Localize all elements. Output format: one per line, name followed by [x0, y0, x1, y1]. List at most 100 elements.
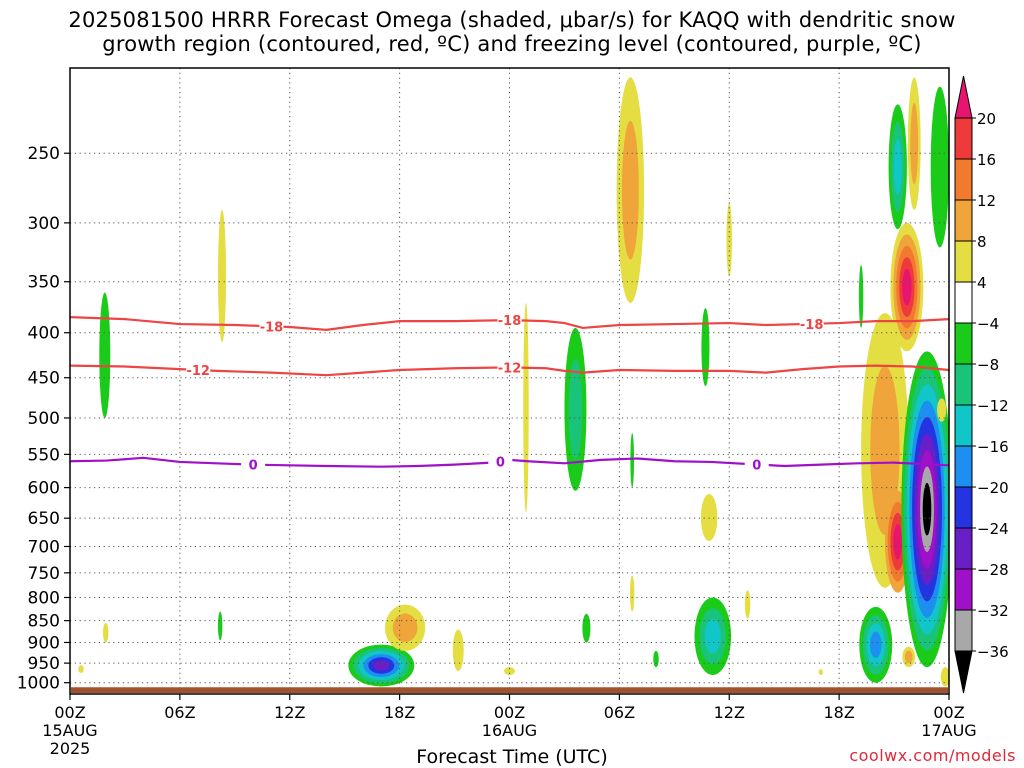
x-year-label: 2025 [50, 739, 91, 758]
colorbar-bin-4 [954, 240, 973, 283]
omega-cell-2-level-0 [217, 209, 227, 343]
colorbar-bin-5 [954, 281, 973, 324]
contour-label: 0 [752, 458, 761, 473]
omega-cell-24-level-1 [870, 365, 900, 535]
contour-labels: -18 -18 -18 -12 -12 0 0 0 [186, 312, 824, 474]
colorbar-label: −20 [977, 479, 1009, 497]
colorbar-label: −4 [977, 315, 999, 333]
x-tick-label: 00Z [494, 703, 525, 722]
chart-title-line-1: 2025081500 HRRR Forecast Omega (shaded, … [68, 8, 956, 32]
omega-cell-23-level-3 [870, 631, 882, 658]
contour-label-bg [488, 453, 513, 469]
omega-cell-3-level-0 [217, 611, 223, 641]
omega-cell-8-level-0 [504, 667, 515, 675]
terrain-fill [71, 687, 948, 693]
omega-cell-25-level-4 [902, 268, 912, 306]
y-tick-label-550: 550 [28, 445, 60, 465]
contour-label: -18 [498, 314, 522, 329]
y-tick-label-750: 750 [28, 564, 60, 584]
contour-label: -12 [498, 361, 522, 376]
y-tick-label-350: 350 [28, 273, 60, 293]
omega-cell-21-level-0 [818, 669, 824, 675]
colorbar-bin-13 [954, 609, 973, 652]
y-tick-label-650: 650 [28, 509, 60, 529]
colorbar-bin-1 [954, 117, 973, 160]
y-tick-label-600: 600 [28, 479, 60, 499]
chart-title-line-2: growth region (contoured, red, ºC) and f… [102, 32, 922, 56]
x-tick-label: 00Z [933, 703, 964, 722]
colorbar-bin-8 [954, 404, 973, 447]
x-tick-label: 06Z [164, 703, 195, 722]
terrain-band [71, 687, 948, 693]
colorbar-label: −12 [977, 397, 1009, 415]
colorbar-bin-7 [954, 363, 973, 406]
x-tick-label: 18Z [823, 703, 854, 722]
contour-label-bg [497, 312, 522, 328]
omega-cell-9-level-0 [523, 302, 529, 513]
y-tick-label-450: 450 [28, 369, 60, 389]
omega-cell-30-level-1 [904, 650, 913, 664]
contour-label: 0 [249, 459, 258, 474]
y-tick-label-950: 950 [28, 654, 60, 674]
omega-cell-10-level-1 [568, 359, 583, 460]
y-tick-label-500: 500 [28, 409, 60, 429]
omega-cell-18-level-2 [704, 619, 721, 654]
colorbar-top-arrow [954, 75, 973, 119]
omega-cell-32-level-0 [937, 398, 947, 422]
y-tick-label-900: 900 [28, 633, 60, 653]
contour-label-bg [241, 456, 266, 472]
omega-cell-17-level-0 [700, 493, 718, 541]
y-tick-label-250: 250 [28, 144, 60, 164]
y-tick-label-1000: 1000 [17, 674, 60, 694]
colorbar-label: 8 [977, 233, 987, 251]
colorbar-label: 20 [977, 110, 996, 128]
omega-cell-27-level-2 [893, 139, 902, 195]
colorbar-bottom-arrow [954, 650, 973, 694]
contour-label-bg [744, 456, 769, 472]
y-tick-label-300: 300 [28, 214, 60, 234]
omega-cell-19-level-0 [726, 203, 732, 277]
y-tick-label-400: 400 [28, 324, 60, 344]
omega-cell-26-level-3 [893, 524, 903, 560]
omega-cell-7-level-0 [452, 629, 464, 672]
y-tick-label-800: 800 [28, 588, 60, 608]
colorbar-bin-10 [954, 486, 973, 529]
x-tick-label: 18Z [384, 703, 415, 722]
omega-cell-22-level-0 [858, 265, 864, 328]
x-tick-label: 12Z [274, 703, 305, 722]
colorbar-bin-12 [954, 568, 973, 611]
omega-cell-1-level-0 [102, 622, 109, 643]
omega-cell-6-level-1 [392, 613, 418, 642]
omega-shading-layer [78, 77, 949, 687]
colorbar-label: −36 [977, 643, 1009, 661]
colorbar-label: 16 [977, 151, 996, 169]
colorbar-bin-11 [954, 527, 973, 570]
colorbar-label: 4 [977, 274, 987, 292]
omega-cell-14-level-0 [630, 432, 635, 488]
x-tick-label: 00Z [54, 703, 85, 722]
x-axis-title: Forecast Time (UTC) [416, 746, 608, 768]
colorbar-bin-2 [954, 158, 973, 201]
contour-line-1 [70, 364, 949, 377]
pressure-axis: 2503003504004505005506006507007508008509… [17, 144, 70, 694]
y-tick-label-700: 700 [28, 537, 60, 557]
colorbar-bin-3 [954, 199, 973, 242]
y-tick-label-850: 850 [28, 612, 60, 632]
omega-cell-31-level-0 [930, 86, 949, 248]
x-date-label: 15AUG [42, 721, 97, 740]
x-tick-label: 12Z [714, 703, 745, 722]
colorbar-label: −24 [977, 520, 1009, 538]
x-date-label: 16AUG [482, 721, 537, 740]
colorbar-bin-6 [954, 322, 973, 365]
colorbar-label: 12 [977, 192, 996, 210]
contour-label: 0 [496, 455, 505, 470]
colorbar-label: −28 [977, 561, 1009, 579]
omega-cell-0-level-0 [99, 292, 111, 418]
contour-label-bg [799, 315, 824, 331]
x-date-label: 17AUG [921, 721, 976, 740]
x-tick-label: 06Z [604, 703, 635, 722]
contour-label: -18 [260, 320, 284, 335]
colorbar-label: −16 [977, 438, 1009, 456]
